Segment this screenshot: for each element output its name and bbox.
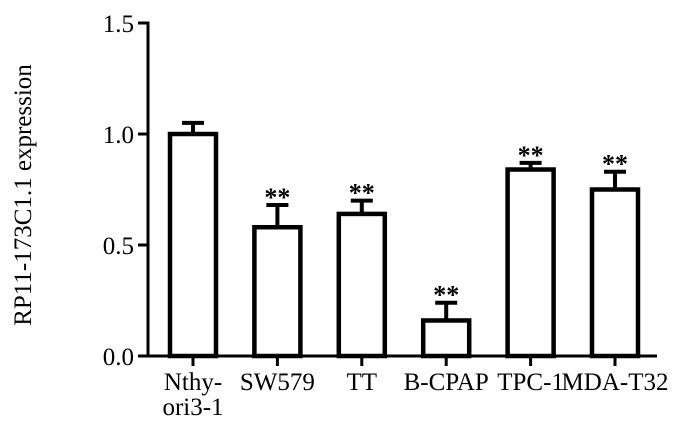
- significance-label: **: [602, 150, 628, 179]
- x-tick-label: ori3-1: [162, 394, 223, 421]
- significance-label: **: [518, 141, 544, 170]
- x-tick-label: Nthy-: [164, 369, 222, 396]
- bar: [336, 211, 388, 359]
- significance-label: **: [264, 183, 290, 212]
- bar: [167, 131, 219, 359]
- x-tick-label: SW579: [240, 369, 315, 396]
- chart-plot-area: 0.0 0.5 1.0 1.5 Nthy-ori3-1 ** SW579 ** TT ** B-CP…: [103, 11, 669, 421]
- bar: [589, 187, 641, 359]
- x-tick-label: B-CPAP: [404, 369, 489, 396]
- x-tick-label: TPC-1: [497, 369, 564, 396]
- bar: [420, 318, 472, 359]
- significance-label: **: [433, 281, 459, 310]
- x-tick-label: TT: [347, 369, 378, 396]
- y-tick-label: 0.0: [103, 344, 134, 371]
- y-tick-label: 1.0: [103, 122, 134, 149]
- significance-label: **: [349, 179, 375, 208]
- x-tick-label: MDA-T32: [562, 369, 669, 396]
- y-tick-label: 0.5: [103, 233, 134, 260]
- bar: [505, 167, 556, 359]
- y-axis-title: RP11-173C1.1 expression: [10, 64, 37, 326]
- y-tick-label: 1.5: [103, 11, 134, 38]
- bar: [252, 224, 303, 359]
